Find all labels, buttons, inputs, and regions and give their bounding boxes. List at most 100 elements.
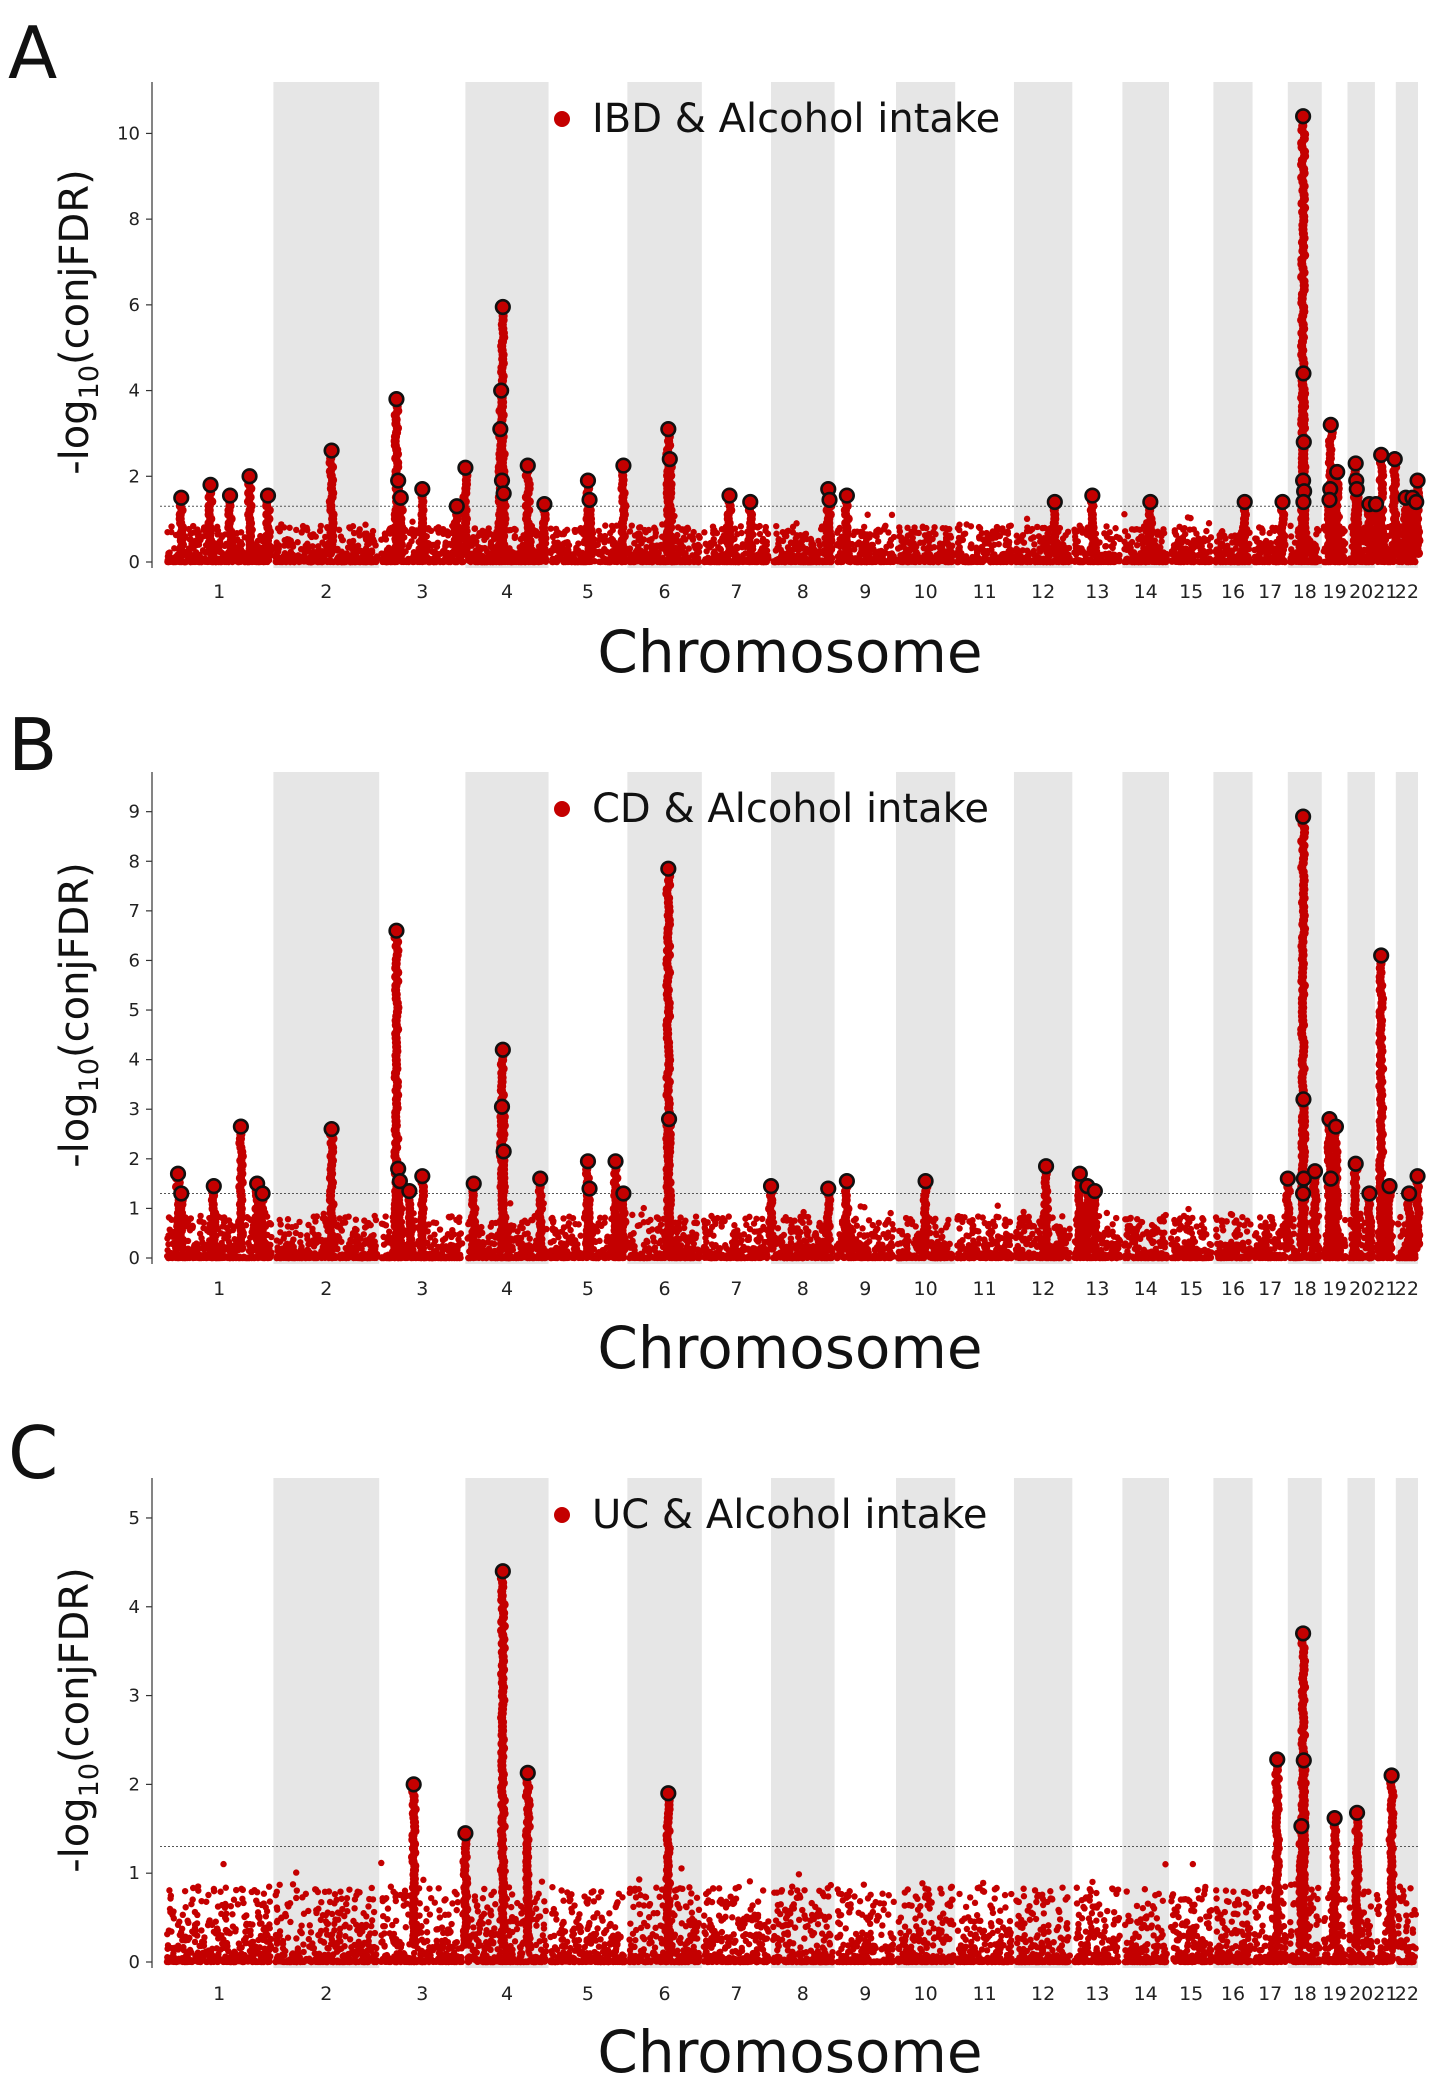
snp-point — [993, 554, 1000, 562]
snp-point — [605, 537, 613, 544]
snp-point — [238, 558, 246, 565]
snp-point — [550, 547, 558, 554]
snp-point — [930, 528, 937, 536]
snp-point — [279, 558, 287, 565]
snp-point — [489, 543, 496, 550]
snp-point — [1103, 523, 1110, 530]
snp-point — [645, 526, 652, 534]
snp-point — [1031, 558, 1039, 566]
snp-point — [1072, 529, 1079, 536]
snp-point — [1365, 558, 1373, 566]
snp-point — [385, 528, 392, 536]
snp-point — [171, 555, 178, 562]
snp-point — [1309, 555, 1317, 563]
snp-point — [1204, 548, 1212, 556]
snp-point — [1103, 557, 1111, 565]
snp-point — [785, 545, 792, 552]
snp-point — [967, 543, 974, 551]
snp-point — [789, 523, 797, 531]
snp-point — [294, 558, 301, 565]
snp-point — [646, 553, 653, 560]
snp-point — [863, 531, 871, 538]
snp-point — [1187, 558, 1195, 566]
snp-point — [237, 529, 245, 536]
snp-point — [896, 524, 903, 531]
snp-point — [684, 524, 691, 532]
snp-point — [678, 526, 686, 533]
snp-point — [1255, 524, 1263, 531]
snp-point — [1403, 558, 1410, 566]
snp-point — [690, 528, 697, 536]
snp-point — [1121, 538, 1128, 545]
y-axis-label-sub: 10 — [74, 365, 105, 399]
snp-point — [636, 524, 643, 531]
band-chr22 — [1395, 82, 1418, 568]
snp-point — [280, 524, 288, 531]
snp-point — [171, 545, 178, 552]
snp-point — [309, 543, 316, 550]
y-axis-label-rest: (conjFDR) — [52, 169, 98, 365]
snp-point — [1218, 556, 1226, 563]
snp-point — [1028, 535, 1035, 542]
snp-point — [294, 539, 301, 546]
snp-point — [551, 539, 558, 546]
snp-point — [1396, 557, 1403, 564]
snp-point — [367, 558, 374, 566]
snp-point — [1218, 529, 1225, 536]
snp-point — [574, 558, 581, 566]
snp-point — [762, 523, 770, 531]
snp-point — [875, 538, 882, 545]
snp-point — [631, 540, 638, 547]
snp-point — [490, 558, 498, 566]
snp-point — [368, 532, 376, 539]
snp-point — [209, 558, 216, 566]
band-chr2 — [273, 82, 380, 568]
snp-point — [569, 553, 577, 560]
snp-point — [471, 525, 478, 532]
snp-point — [716, 545, 724, 553]
snp-point — [878, 549, 886, 557]
snp-point — [1182, 530, 1189, 538]
snp-point — [919, 557, 927, 564]
snp-point — [774, 557, 782, 565]
snp-point — [1023, 515, 1031, 523]
snp-point — [701, 558, 708, 566]
snp-point — [1004, 528, 1011, 535]
snp-point — [719, 558, 727, 566]
snp-point — [864, 511, 871, 518]
snp-point — [343, 552, 350, 560]
snp-point — [1085, 558, 1092, 566]
snp-point — [1232, 537, 1240, 544]
snp-point — [1385, 558, 1393, 566]
snp-point — [937, 543, 944, 551]
snp-point — [409, 518, 416, 525]
snp-point — [943, 548, 950, 555]
snp-point — [474, 551, 481, 559]
snp-point — [800, 556, 807, 563]
snp-point — [921, 532, 929, 539]
snp-point — [919, 523, 926, 530]
snp-point — [778, 549, 786, 557]
snp-point — [1063, 553, 1071, 560]
snp-point — [773, 522, 780, 530]
snp-point — [193, 541, 200, 549]
snp-point — [273, 539, 280, 546]
snp-point — [446, 540, 453, 548]
chromosome-bands — [273, 82, 1418, 568]
snp-point — [993, 523, 1001, 531]
snp-point — [839, 558, 846, 566]
snp-point — [557, 545, 564, 552]
snp-point — [902, 556, 910, 564]
snp-point — [1287, 522, 1294, 530]
snp-point — [701, 529, 708, 536]
snp-point — [272, 558, 279, 565]
y-tick-label: 4 — [129, 381, 140, 402]
snp-point — [861, 558, 868, 566]
snp-point — [1019, 531, 1027, 539]
snp-point — [483, 558, 490, 566]
snp-point — [1287, 533, 1295, 540]
snp-point — [961, 530, 969, 537]
snp-point — [511, 532, 519, 540]
snp-point — [164, 528, 171, 536]
